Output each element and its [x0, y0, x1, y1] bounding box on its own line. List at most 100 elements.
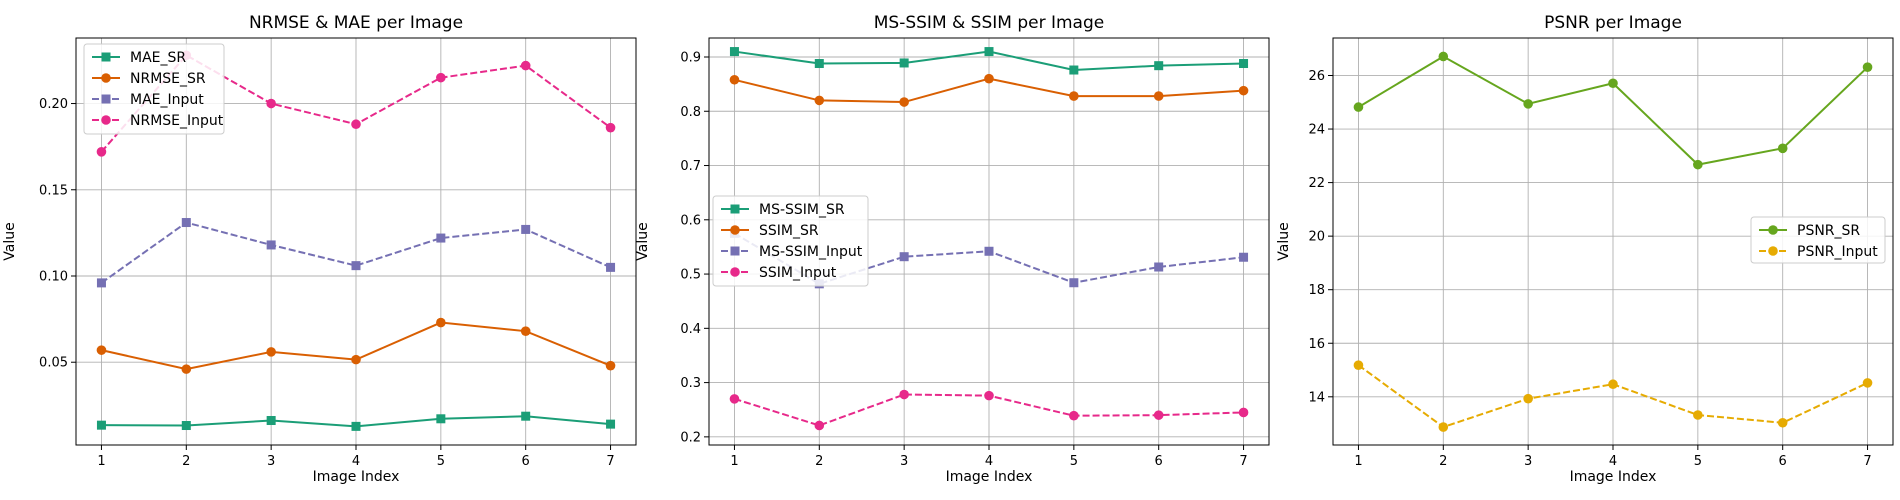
- legend-label: MAE_Input: [130, 92, 204, 108]
- data-point: [1438, 51, 1449, 62]
- data-point: [814, 420, 825, 431]
- y-tick-label: 0.8: [680, 105, 701, 120]
- x-tick-label: 7: [1863, 454, 1871, 469]
- data-point: [729, 47, 739, 57]
- data-point: [96, 147, 107, 157]
- series-PSNR_SR: [1353, 51, 1873, 170]
- x-axis-label: Image Index: [313, 469, 400, 485]
- data-point: [266, 98, 276, 109]
- x-tick-label: 2: [182, 454, 190, 469]
- data-point: [1523, 99, 1533, 109]
- legend-box: [712, 195, 869, 287]
- y-tick-label: 16: [1308, 337, 1325, 352]
- x-tick-label: 6: [522, 454, 530, 469]
- data-point: [1608, 379, 1618, 390]
- data-point: [814, 59, 824, 69]
- x-tick-label: 1: [97, 454, 105, 469]
- data-point: [984, 73, 994, 84]
- y-axis-label: Value: [635, 222, 651, 260]
- data-point: [1862, 62, 1873, 72]
- data-point: [436, 317, 446, 328]
- series-NRMSE_SR: [96, 317, 616, 374]
- data-point: [1693, 159, 1703, 170]
- data-point: [899, 389, 909, 400]
- data-point: [521, 411, 531, 421]
- legend: MS-SSIM_SR SSIM_SR MS-SSIM_Input SSIM_Input: [712, 195, 869, 287]
- x-tick-label: 3: [1524, 454, 1532, 469]
- x-tick-label: 2: [1439, 454, 1447, 469]
- y-tick-label: 0.15: [39, 183, 68, 198]
- chart-1: 1 2 3 4 5 6 7 0.05 0.10 0.15 0.20 NRMSE & MAE per I…: [2, 13, 637, 485]
- y-tick-label: 22: [1308, 176, 1325, 191]
- data-point: [1238, 85, 1249, 96]
- x-tick-label: 5: [437, 454, 445, 469]
- series-MAE_Input: [96, 218, 616, 288]
- series-PSNR_Input: [1353, 360, 1873, 432]
- legend-box: [83, 43, 225, 135]
- series-MAE_SR: [96, 411, 616, 431]
- data-point: [351, 421, 361, 431]
- legend-swatch-marker: [730, 204, 740, 214]
- x-tick-label: 6: [1779, 454, 1787, 469]
- y-tick-label: 0.5: [680, 268, 701, 283]
- legend-label: NRMSE_SR: [130, 71, 206, 87]
- series-MS-SSIM_SR: [729, 47, 1249, 75]
- y-tick-label: 0.05: [39, 356, 68, 371]
- data-point: [1862, 378, 1873, 388]
- legend-label: NRMSE_Input: [130, 113, 224, 129]
- x-axis-label: Image Index: [1570, 469, 1657, 485]
- x-tick-label: 2: [815, 454, 823, 469]
- y-axis-label: Value: [2, 222, 18, 260]
- legend-swatch-marker: [1768, 246, 1778, 256]
- series-SSIM_Input: [729, 389, 1249, 431]
- legend: PSNR_SR PSNR_Input: [1750, 216, 1886, 264]
- data-point: [899, 252, 909, 262]
- legend-swatch-marker: [101, 94, 111, 104]
- x-tick-label: 1: [1354, 454, 1362, 469]
- data-point: [605, 360, 616, 371]
- data-point: [814, 95, 825, 106]
- data-point: [984, 47, 994, 57]
- data-point: [984, 246, 994, 256]
- legend-label: MS-SSIM_Input: [759, 244, 863, 260]
- x-tick-label: 3: [900, 454, 908, 469]
- data-point: [1153, 91, 1164, 101]
- data-point: [899, 97, 909, 107]
- data-point: [1069, 65, 1079, 75]
- data-point: [984, 390, 994, 401]
- y-tick-label: 0.6: [680, 213, 701, 228]
- data-point: [1523, 393, 1533, 404]
- legend-swatch-marker: [101, 52, 111, 62]
- data-point: [1438, 422, 1449, 432]
- chart-title: MS-SSIM & SSIM per Image: [874, 13, 1104, 33]
- data-point: [1153, 410, 1164, 420]
- data-point: [351, 119, 361, 130]
- data-point: [436, 414, 446, 424]
- y-tick-label: 0.20: [39, 97, 68, 112]
- data-point: [1239, 252, 1249, 262]
- y-tick-label: 0.2: [680, 430, 701, 445]
- x-axis-label: Image Index: [946, 469, 1033, 485]
- legend-label: SSIM_Input: [759, 265, 837, 281]
- x-tick-label: 5: [1694, 454, 1702, 469]
- y-tick-label: 0.10: [39, 269, 68, 284]
- y-tick-label: 24: [1308, 123, 1325, 138]
- x-tick-label: 1: [730, 454, 738, 469]
- series-SSIM_SR: [729, 73, 1249, 107]
- legend-label: MAE_SR: [130, 50, 186, 66]
- legend-label: PSNR_SR: [1797, 223, 1860, 239]
- y-tick-label: 20: [1308, 230, 1325, 245]
- data-point: [1777, 417, 1788, 428]
- data-point: [1353, 102, 1364, 112]
- data-point: [181, 421, 191, 431]
- legend-swatch-marker: [730, 267, 740, 277]
- legend-swatch-marker: [730, 225, 740, 235]
- data-point: [1069, 410, 1079, 421]
- data-point: [266, 347, 276, 357]
- legend-label: PSNR_Input: [1797, 244, 1878, 260]
- data-point: [605, 122, 616, 133]
- data-point: [351, 261, 361, 271]
- data-point: [729, 74, 740, 85]
- x-tick-label: 7: [606, 454, 614, 469]
